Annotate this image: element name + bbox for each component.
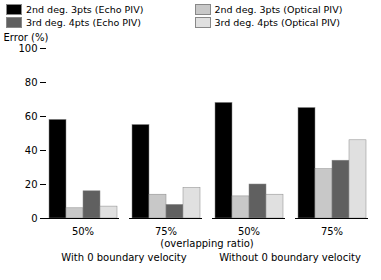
html-text:(overlapping ratio): (overlapping ratio): [160, 238, 254, 249]
svg-text:50%: 50%: [238, 226, 260, 237]
html-text:3rd deg. 4pts (Optical PIV): 3rd deg. 4pts (Optical PIV): [214, 17, 341, 28]
html-text:2nd deg. 3pts (Optical PIV): 2nd deg. 3pts (Optical PIV): [214, 4, 343, 15]
svg-text:80: 80: [25, 77, 38, 88]
svg-text:0: 0: [31, 213, 37, 224]
html-text:Without 0 boundary velocity: Without 0 boundary velocity: [219, 252, 361, 263]
svg-text:75%: 75%: [155, 226, 177, 237]
html-text:With 0 boundary velocity: With 0 boundary velocity: [61, 252, 187, 263]
svg-text:75%: 75%: [321, 226, 343, 237]
svg-text:20: 20: [25, 179, 38, 190]
svg-text:Error (%): Error (%): [4, 32, 49, 43]
html-text:3rd deg. 4pts (Echo PIV): 3rd deg. 4pts (Echo PIV): [26, 17, 142, 28]
svg-text:60: 60: [25, 111, 38, 122]
svg-text:100: 100: [18, 43, 37, 54]
svg-text:50%: 50%: [72, 226, 94, 237]
html-text:2nd deg. 3pts (Echo PIV): 2nd deg. 3pts (Echo PIV): [26, 4, 144, 15]
svg-text:40: 40: [25, 145, 38, 156]
